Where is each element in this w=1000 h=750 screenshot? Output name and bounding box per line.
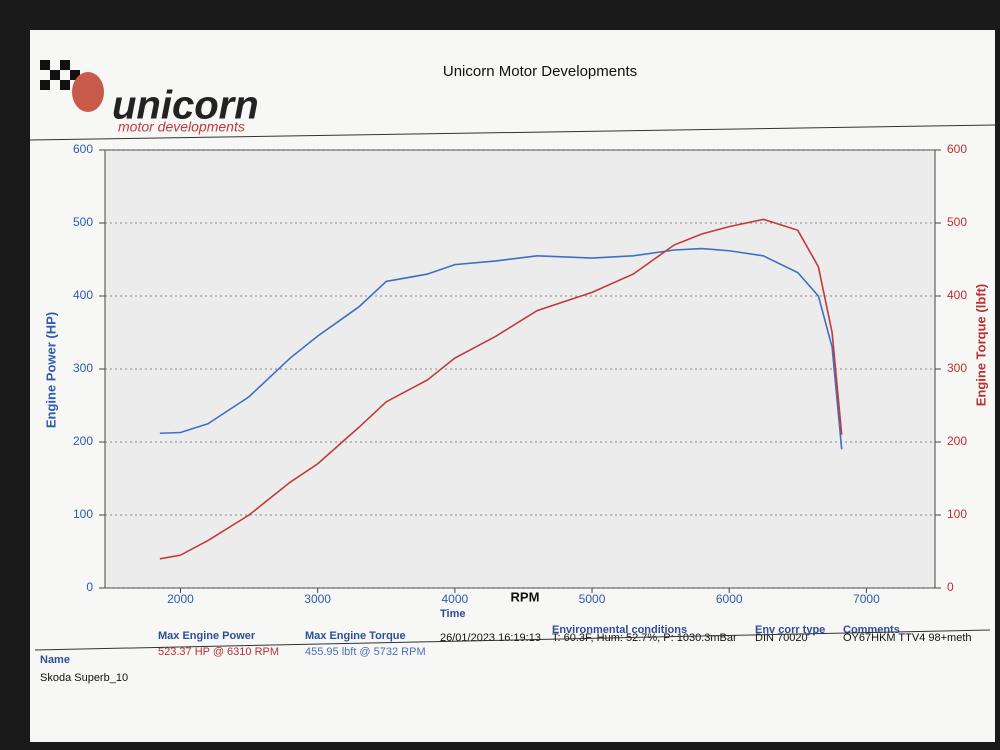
- x-tick-label: 5000: [579, 592, 606, 606]
- y2-tick-label: 100: [947, 507, 967, 521]
- table-header: Env corr type: [755, 624, 825, 636]
- y-tick-label: 300: [73, 361, 93, 375]
- y2-tick-label: 500: [947, 215, 967, 229]
- x-tick-label: 3000: [304, 592, 331, 606]
- table-cell: OY67HKM TTV4 98+meth: [843, 632, 972, 644]
- y2-tick-label: 300: [947, 361, 967, 375]
- y-axis-label: Engine Power (HP): [43, 312, 58, 428]
- series-line: [159, 247, 843, 450]
- y-tick-label: 100: [73, 507, 93, 521]
- y-tick-label: 600: [73, 142, 93, 156]
- table-header: Name: [40, 654, 70, 666]
- y2-tick-label: 600: [947, 142, 967, 156]
- y2-tick-label: 200: [947, 434, 967, 448]
- x-axis-label: RPM: [511, 589, 540, 604]
- y-tick-label: 500: [73, 215, 93, 229]
- table-cell: 26/01/2023 16:19:13: [440, 632, 541, 644]
- logo-flag: [40, 60, 104, 112]
- table-header: Time: [440, 608, 465, 620]
- x-tick-label: 2000: [167, 592, 194, 606]
- y-tick-label: 400: [73, 288, 93, 302]
- y-tick-label: 0: [86, 580, 93, 594]
- x-tick-label: 7000: [853, 592, 880, 606]
- y2-axis-label: Engine Torque (lbft): [973, 284, 988, 407]
- table-cell: T: 60.3F, Hum: 52.7%, P: 1030.3mBar: [552, 632, 737, 644]
- chart-title: Unicorn Motor Developments: [443, 63, 637, 80]
- y2-tick-label: 400: [947, 288, 967, 302]
- table-header: Max Engine Power: [158, 630, 256, 642]
- y-tick-label: 200: [73, 434, 93, 448]
- table-header: Environmental conditions: [552, 624, 687, 636]
- table-rule: [34, 629, 991, 651]
- x-tick-label: 6000: [716, 592, 743, 606]
- table-cell: 455.95 lbft @ 5732 RPM: [305, 646, 426, 658]
- table-header: Max Engine Torque: [305, 630, 406, 642]
- series-line: [159, 218, 843, 560]
- logo-name: unicorn: [112, 84, 259, 128]
- header-rule: [29, 124, 996, 141]
- logo-tagline: motor developments: [118, 119, 245, 135]
- x-tick-label: 4000: [441, 592, 468, 606]
- y2-tick-label: 0: [947, 580, 954, 594]
- table-cell: Skoda Superb_10: [40, 672, 128, 684]
- table-cell: 523.37 HP @ 6310 RPM: [158, 646, 279, 658]
